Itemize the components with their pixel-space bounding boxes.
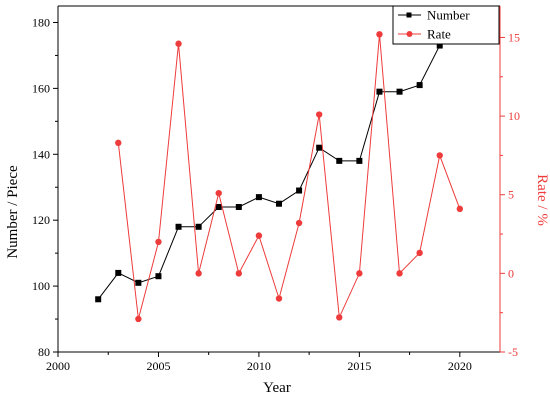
number-data-point: [115, 269, 122, 276]
left-y-tick-label: 140: [32, 147, 50, 161]
rate-data-point: [155, 238, 162, 246]
rate-data-point: [416, 249, 423, 257]
legend-rate-marker: [406, 31, 413, 37]
number-data-point: [436, 42, 443, 49]
number-data-point: [356, 157, 363, 164]
left-y-tick-label: 80: [38, 345, 50, 359]
series-rate-line: [117, 34, 461, 320]
rate-data-point: [215, 189, 222, 197]
rate-data-point: [235, 270, 243, 277]
x-tick-label: 2020: [448, 359, 472, 373]
number-data-point: [416, 82, 423, 89]
left-y-tick-label: 120: [32, 213, 50, 227]
left-y-tick-label: 100: [32, 279, 50, 293]
legend-rate-label: Rate: [427, 27, 451, 42]
number-data-point: [255, 194, 262, 201]
rate-data-point: [396, 270, 403, 277]
rate-data-point: [115, 139, 122, 147]
number-data-point: [95, 296, 102, 303]
number-data-point: [296, 187, 303, 194]
number-data-point: [336, 157, 343, 164]
rate-data-point: [456, 205, 464, 213]
number-data-point: [376, 88, 383, 95]
rate-data-point: [295, 219, 303, 227]
number-data-point: [235, 204, 242, 211]
rate-data-point: [135, 315, 142, 323]
rate-data-point: [376, 31, 383, 38]
rate-data-point: [436, 152, 443, 159]
rate-data-point: [175, 40, 182, 47]
series-number: [95, 19, 463, 303]
number-data-point: [155, 273, 162, 280]
legend: Number Rate: [392, 5, 500, 45]
number-data-point: [316, 144, 323, 151]
right-y-tick-label: -5: [508, 345, 518, 359]
axes: 2000 2005 2010 2015 2020 80 100 120 140 160 180 -5 0…: [32, 5, 520, 373]
left-y-axis-title: Number / Piece: [5, 165, 21, 259]
x-tick-label: 2000: [46, 359, 70, 373]
right-y-tick-label: 10: [508, 109, 520, 123]
legend-number-marker: [406, 12, 412, 18]
number-data-point: [396, 88, 403, 95]
series-rate: [115, 31, 464, 323]
rate-data-point: [315, 111, 323, 118]
series-layer: [95, 19, 464, 323]
legend-box: [392, 5, 500, 45]
right-y-tick-label: 5: [508, 188, 514, 202]
left-y-tick-label: 180: [32, 15, 50, 29]
rate-data-point: [336, 314, 343, 321]
number-data-point: [175, 223, 182, 230]
left-y-tick-label: 160: [32, 81, 50, 95]
x-tick-label: 2005: [146, 359, 170, 373]
legend-number-label: Number: [427, 8, 470, 23]
x-tick-label: 2010: [247, 359, 271, 373]
right-y-tick-label: 0: [508, 266, 514, 280]
x-tick-label: 2015: [347, 359, 371, 373]
x-axis-title: Year: [263, 380, 291, 396]
rate-data-point: [195, 270, 202, 277]
right-y-axis-title: Rate / %: [534, 174, 550, 226]
number-data-point: [195, 223, 202, 230]
rate-data-point: [356, 270, 363, 277]
series-number-line: [97, 22, 461, 300]
rate-data-point: [275, 295, 283, 302]
right-y-tick-label: 15: [508, 30, 520, 44]
number-data-point: [276, 200, 282, 207]
number-data-point: [215, 204, 222, 211]
number-data-point: [135, 279, 142, 286]
rate-data-point: [255, 232, 263, 239]
